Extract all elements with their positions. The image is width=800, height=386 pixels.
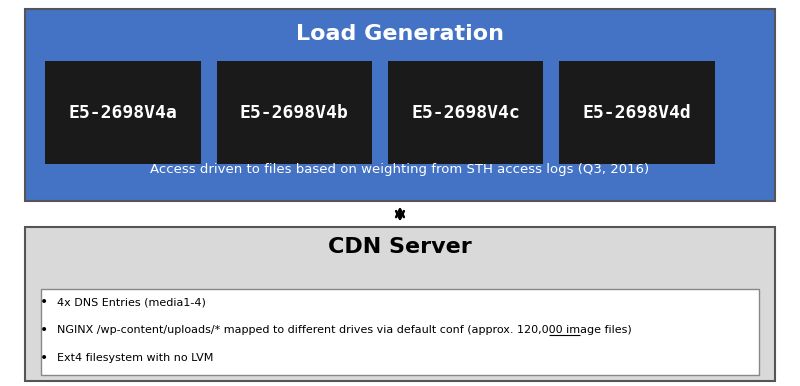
Text: 4x DNS Entries (media1-4): 4x DNS Entries (media1-4)	[57, 297, 206, 307]
Text: •: •	[39, 295, 48, 309]
FancyBboxPatch shape	[559, 61, 715, 164]
Text: •: •	[39, 323, 48, 337]
Text: E5-2698V4d: E5-2698V4d	[582, 103, 691, 122]
FancyBboxPatch shape	[46, 61, 201, 164]
Text: E5-2698V4b: E5-2698V4b	[240, 103, 349, 122]
Text: Ext4 filesystem with no LVM: Ext4 filesystem with no LVM	[57, 353, 214, 363]
Text: E5-2698V4c: E5-2698V4c	[411, 103, 520, 122]
FancyBboxPatch shape	[42, 289, 758, 375]
Text: Load Generation: Load Generation	[296, 24, 504, 44]
FancyBboxPatch shape	[217, 61, 372, 164]
Text: CDN Server: CDN Server	[328, 237, 472, 257]
Text: E5-2698V4a: E5-2698V4a	[69, 103, 178, 122]
FancyBboxPatch shape	[26, 227, 774, 381]
Text: •: •	[39, 351, 48, 365]
Text: NGINX /wp-content/uploads/* mapped to different drives via default conf (approx.: NGINX /wp-content/uploads/* mapped to di…	[57, 325, 632, 335]
FancyBboxPatch shape	[26, 9, 774, 201]
FancyBboxPatch shape	[388, 61, 543, 164]
Text: Access driven to files based on weighting from STH access logs (Q3, 2016): Access driven to files based on weightin…	[150, 163, 650, 176]
